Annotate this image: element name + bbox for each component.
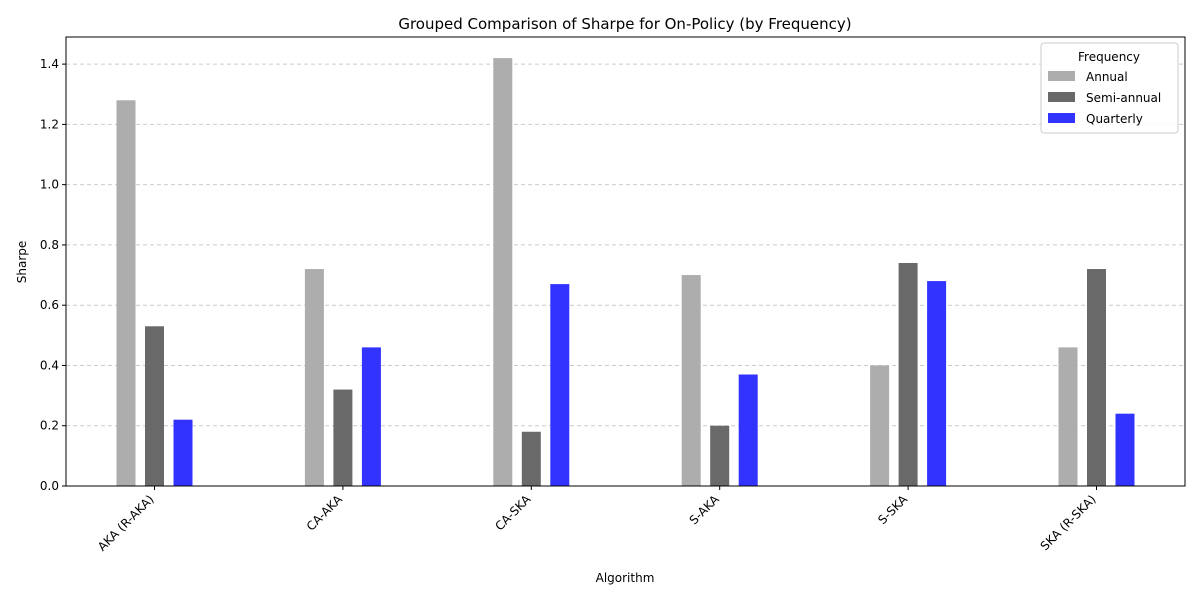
legend-label: Annual	[1086, 70, 1128, 84]
legend-items: Annual Semi-annual Quarterly	[1048, 70, 1161, 126]
bar-semi-annual	[333, 389, 353, 486]
x-tick-label: SKA (R-SKA)	[1038, 492, 1099, 553]
y-tick-label: 0.4	[40, 358, 59, 372]
y-tick-label: 1.4	[40, 57, 59, 71]
y-axis: 0.0 0.2 0.4 0.6 0.8 1.0 1.2 1.4	[40, 57, 66, 493]
bar-semi-annual	[1087, 269, 1106, 486]
bar-annual	[493, 58, 513, 486]
y-tick-label: 1.2	[40, 117, 59, 131]
legend-swatch	[1048, 71, 1075, 81]
x-tick-label: AKA (R-AKA)	[95, 492, 157, 554]
bar-annual	[870, 365, 890, 486]
legend-label: Quarterly	[1086, 112, 1143, 126]
legend-swatch	[1048, 92, 1075, 102]
bar-quarterly	[361, 347, 381, 486]
x-tick-label: CA-SKA	[492, 492, 534, 534]
bar-quarterly	[927, 281, 947, 486]
x-axis-label: Algorithm	[596, 571, 655, 585]
bar-semi-annual	[710, 425, 730, 486]
grid-layer	[66, 63, 1185, 427]
bar-annual	[304, 269, 324, 486]
chart-title: Grouped Comparison of Sharpe for On-Poli…	[398, 15, 851, 33]
legend-title: Frequency	[1078, 50, 1140, 64]
legend-box	[1040, 42, 1179, 134]
x-tick-label: CA-AKA	[304, 492, 346, 534]
bar-semi-annual	[521, 431, 541, 486]
x-tick-label: S-SKA	[875, 492, 911, 528]
bars-layer	[116, 58, 1135, 487]
bar-quarterly	[1115, 413, 1135, 486]
y-axis-label: Sharpe	[15, 241, 29, 284]
bar-quarterly	[738, 374, 758, 486]
bar-annual	[1058, 347, 1078, 486]
bar-annual	[681, 275, 701, 486]
x-axis: AKA (R-AKA) CA-AKA CA-SKA S-AKA S-SKA SKA (R-…	[95, 486, 1099, 554]
y-tick-label: 0.6	[40, 298, 59, 312]
bar-quarterly	[173, 419, 193, 486]
bar-quarterly	[550, 284, 570, 486]
y-tick-label: 0.2	[40, 419, 59, 433]
legend-swatch	[1048, 113, 1075, 123]
y-tick-label: 0.0	[40, 479, 59, 493]
bar-semi-annual	[145, 326, 164, 486]
bar-semi-annual	[898, 263, 918, 486]
x-tick-label: S-AKA	[687, 492, 723, 528]
plot-frame	[65, 36, 1186, 487]
bar-annual	[116, 100, 136, 487]
legend-label: Semi-annual	[1086, 91, 1161, 105]
legend: Frequency Annual Semi-annual Quarterly	[1040, 42, 1179, 134]
y-tick-label: 1.0	[40, 178, 59, 192]
y-tick-label: 0.8	[40, 238, 59, 252]
